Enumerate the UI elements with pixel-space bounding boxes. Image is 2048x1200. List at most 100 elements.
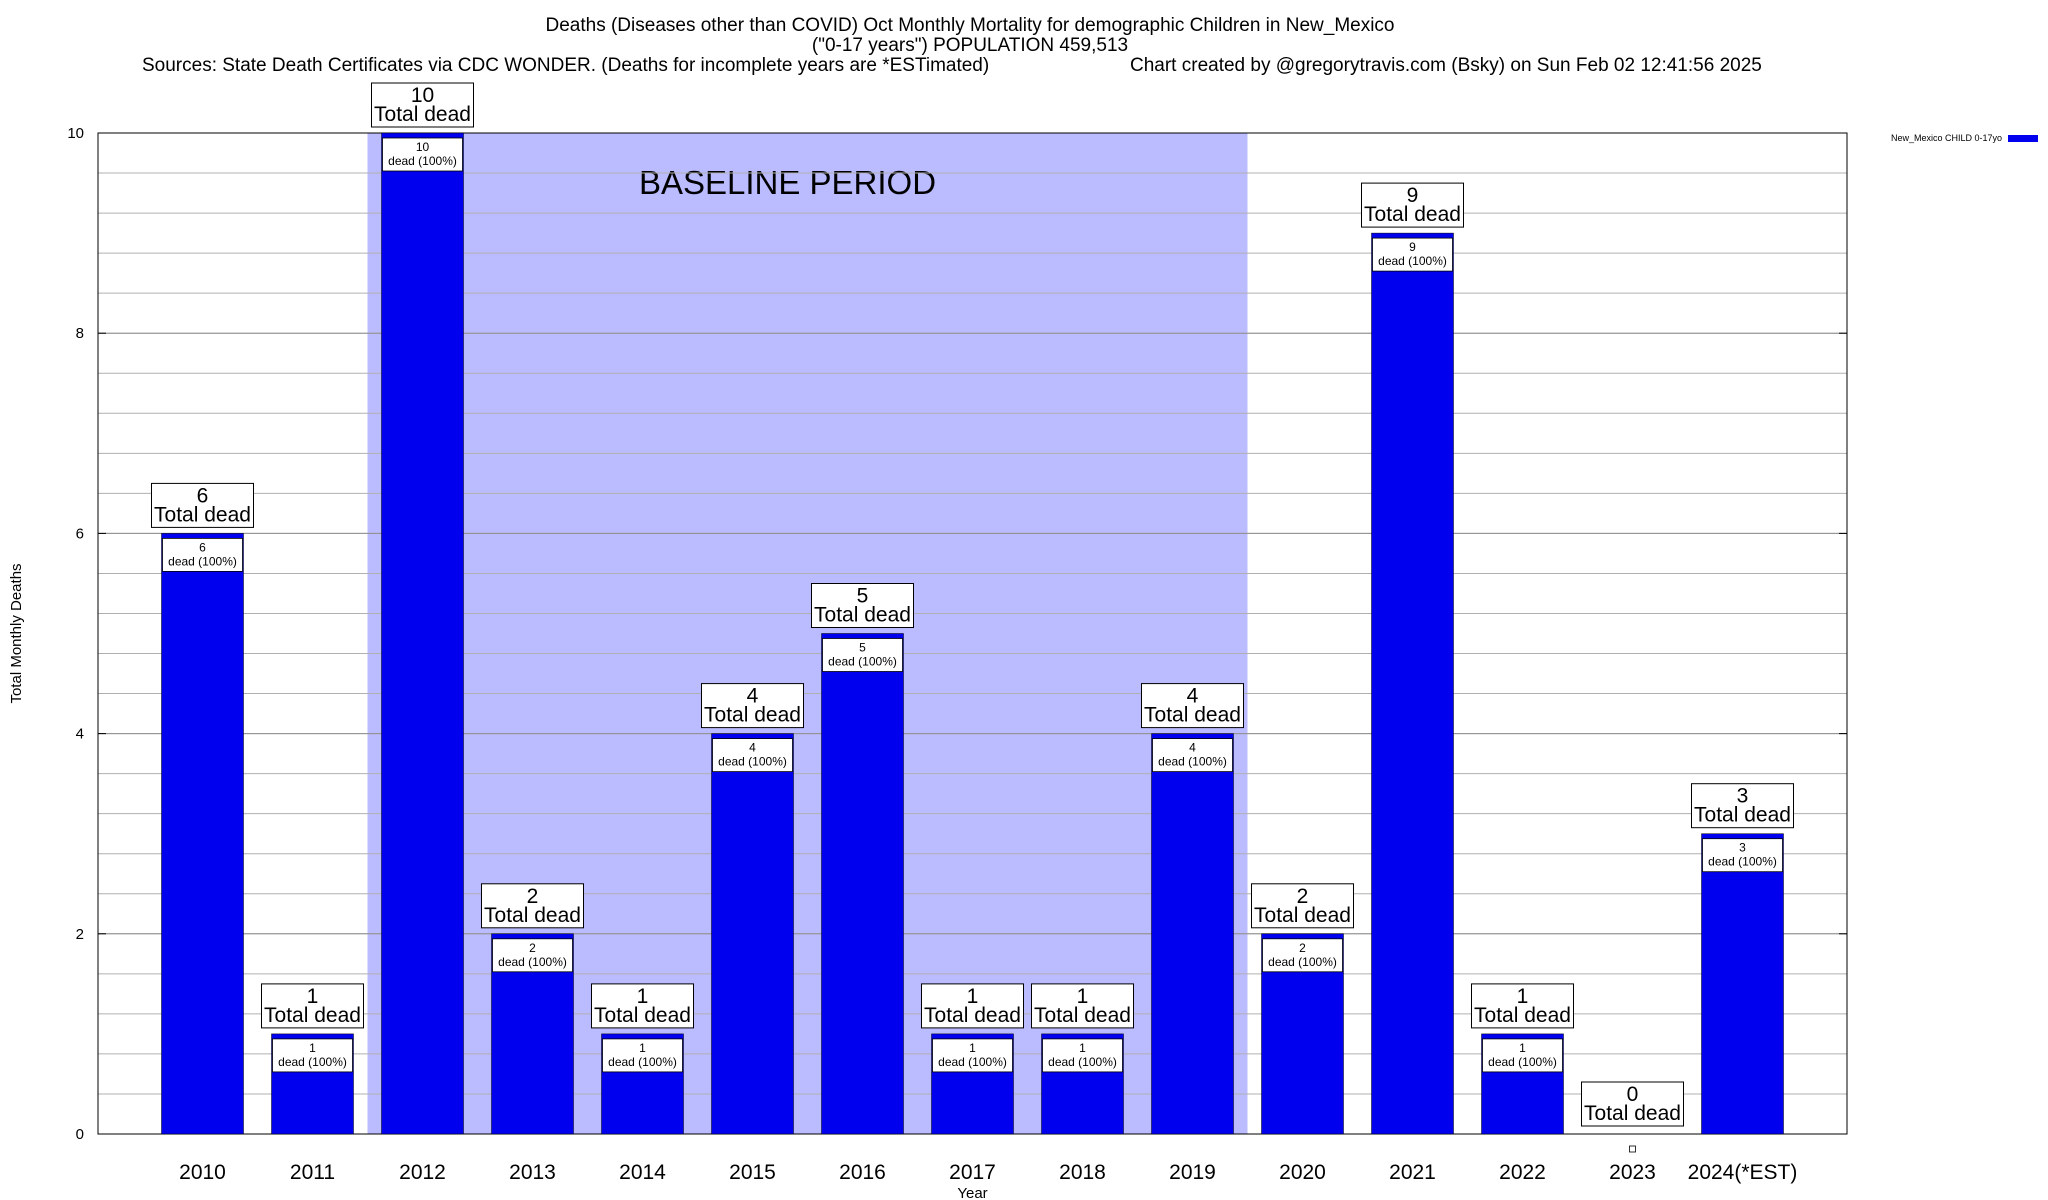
bar-inner-percent: dead (100%) — [828, 655, 897, 669]
bar-total-label-box — [921, 983, 1024, 1029]
bar-inner-percent: dead (100%) — [608, 1055, 677, 1069]
subtitle-credit: Chart created by @gregorytravis.com (Bsk… — [1130, 55, 1762, 76]
y-axis-ticks: 0 2 4 6 8 10 — [67, 125, 1847, 1143]
bar-total-text: Total dead — [594, 1004, 691, 1027]
bar-inner-percent: dead (100%) — [1378, 254, 1447, 268]
bar-total-text: Total dead — [814, 604, 911, 627]
bar-total-label-box — [1141, 683, 1244, 729]
bar-total-value: 10 — [411, 84, 434, 107]
y-tick-label: 0 — [76, 1126, 84, 1143]
bar-inner-value: 9 — [1409, 240, 1416, 254]
bar-inner-label-box — [602, 1038, 683, 1073]
bar-inner-value: 6 — [199, 540, 206, 554]
bar-inner-value: 5 — [859, 641, 866, 655]
bar-inner-value: 1 — [639, 1041, 646, 1055]
y-tick-label: 2 — [76, 926, 84, 943]
bar-total-value: 1 — [637, 985, 649, 1008]
bar-inner-percent: dead (100%) — [1158, 755, 1227, 769]
bar-total-text: Total dead — [154, 503, 251, 526]
bar — [381, 132, 464, 1135]
bar-inner-value: 3 — [1739, 841, 1746, 855]
bar-total-label-box — [1031, 983, 1134, 1029]
zero-marker — [1629, 1145, 1636, 1153]
bar-total-text: Total dead — [1034, 1004, 1131, 1027]
bar-total-text: Total dead — [1364, 203, 1461, 226]
bar-inner-percent: dead (100%) — [1708, 855, 1777, 869]
bar-total-label-box — [1691, 783, 1794, 829]
bar-inner-percent: dead (100%) — [388, 154, 457, 168]
bar-total-text: Total dead — [1254, 904, 1351, 927]
bar-inner-percent: dead (100%) — [1488, 1055, 1557, 1069]
bar-inner-label-box — [1262, 938, 1343, 973]
bar-inner-value: 4 — [1189, 741, 1196, 755]
bar-inner-label-box — [1372, 237, 1453, 272]
bar-inner-percent: dead (100%) — [168, 554, 237, 568]
bar-inner-percent: dead (100%) — [718, 755, 787, 769]
bar-total-label-box — [151, 482, 254, 528]
x-tick-label: 2016 — [839, 1161, 886, 1184]
bar-total-label-box — [261, 983, 364, 1029]
bar-total-text: Total dead — [1694, 804, 1791, 827]
x-tick-label: 2019 — [1169, 1161, 1216, 1184]
subtitle-sources: Sources: State Death Certificates via CD… — [142, 55, 989, 76]
bar — [821, 633, 904, 1135]
bar-inner-percent: dead (100%) — [278, 1055, 347, 1069]
x-tick-label: 2015 — [729, 1161, 776, 1184]
title-line-1: Deaths (Diseases other than COVID) Oct M… — [546, 15, 1395, 36]
bar-total-label-box — [1361, 182, 1464, 228]
bar-inner-percent: dead (100%) — [1268, 955, 1337, 969]
bar-total-value: 1 — [1077, 985, 1089, 1008]
bar-total-label-box — [811, 583, 914, 628]
chart-title: Deaths (Diseases other than COVID) Oct M… — [142, 15, 1762, 76]
bar-inner-label-box — [382, 137, 463, 172]
legend-label: New_Mexico CHILD 0-17yo — [1891, 133, 2002, 143]
bar-inner-value: 10 — [416, 140, 430, 154]
bar-total-text: Total dead — [1144, 704, 1241, 727]
x-tick-label: 2017 — [949, 1161, 996, 1184]
x-axis-ticks: 2010 2011 2012 2013 2014 2015 2016 2017 2018 2019… — [179, 1161, 1797, 1184]
bar-total-text: Total dead — [484, 904, 581, 927]
legend: New_Mexico CHILD 0-17yo — [1891, 133, 2038, 143]
bar-total-value: 1 — [967, 985, 979, 1008]
x-tick-label: 2013 — [509, 1161, 556, 1184]
y-tick-label: 10 — [67, 125, 84, 142]
bar — [1151, 733, 1234, 1135]
x-tick-label: 2014 — [619, 1161, 666, 1184]
bar-total-label-box — [701, 683, 804, 729]
bar-total-label-box — [591, 983, 694, 1029]
y-tick-label: 8 — [76, 325, 84, 342]
bar-total-value: 6 — [197, 484, 209, 507]
bar-total-label-box — [371, 82, 474, 128]
x-tick-label: 2011 — [290, 1161, 335, 1184]
bar-inner-percent: dead (100%) — [938, 1055, 1007, 1069]
bar-inner-label-box — [712, 738, 793, 772]
x-tick-label: 2024(*EST) — [1688, 1161, 1798, 1184]
bar-inner-value: 2 — [1299, 941, 1306, 955]
bar-total-label-box — [481, 883, 584, 929]
baseline-label: BASELINE PERIOD — [639, 164, 936, 201]
bar-inner-label-box — [162, 538, 243, 572]
bar-inner-label-box — [932, 1038, 1013, 1073]
bar-total-text: Total dead — [374, 103, 471, 126]
bar — [1371, 232, 1454, 1135]
bar-inner-value: 4 — [749, 741, 756, 755]
x-tick-label: 2022 — [1499, 1161, 1546, 1184]
bar — [161, 533, 244, 1135]
bar-total-label-box — [1251, 883, 1354, 929]
bar-total-value: 2 — [527, 885, 539, 908]
bar-total-text: Total dead — [1474, 1004, 1571, 1027]
bar — [711, 733, 794, 1135]
bar-inner-label-box — [272, 1038, 353, 1073]
bar-inner-value: 1 — [1079, 1041, 1086, 1055]
bar-total-text: Total dead — [1584, 1102, 1681, 1125]
bar-inner-label-box — [1702, 838, 1783, 873]
title-line-2: ("0-17 years") POPULATION 459,513 — [812, 35, 1128, 56]
bar-inner-label-box — [822, 638, 903, 672]
legend-swatch — [2008, 135, 2038, 142]
y-tick-label: 6 — [76, 525, 84, 542]
x-tick-label: 2020 — [1279, 1161, 1326, 1184]
bar-inner-label-box — [1042, 1038, 1123, 1073]
y-tick-label: 4 — [76, 726, 84, 743]
